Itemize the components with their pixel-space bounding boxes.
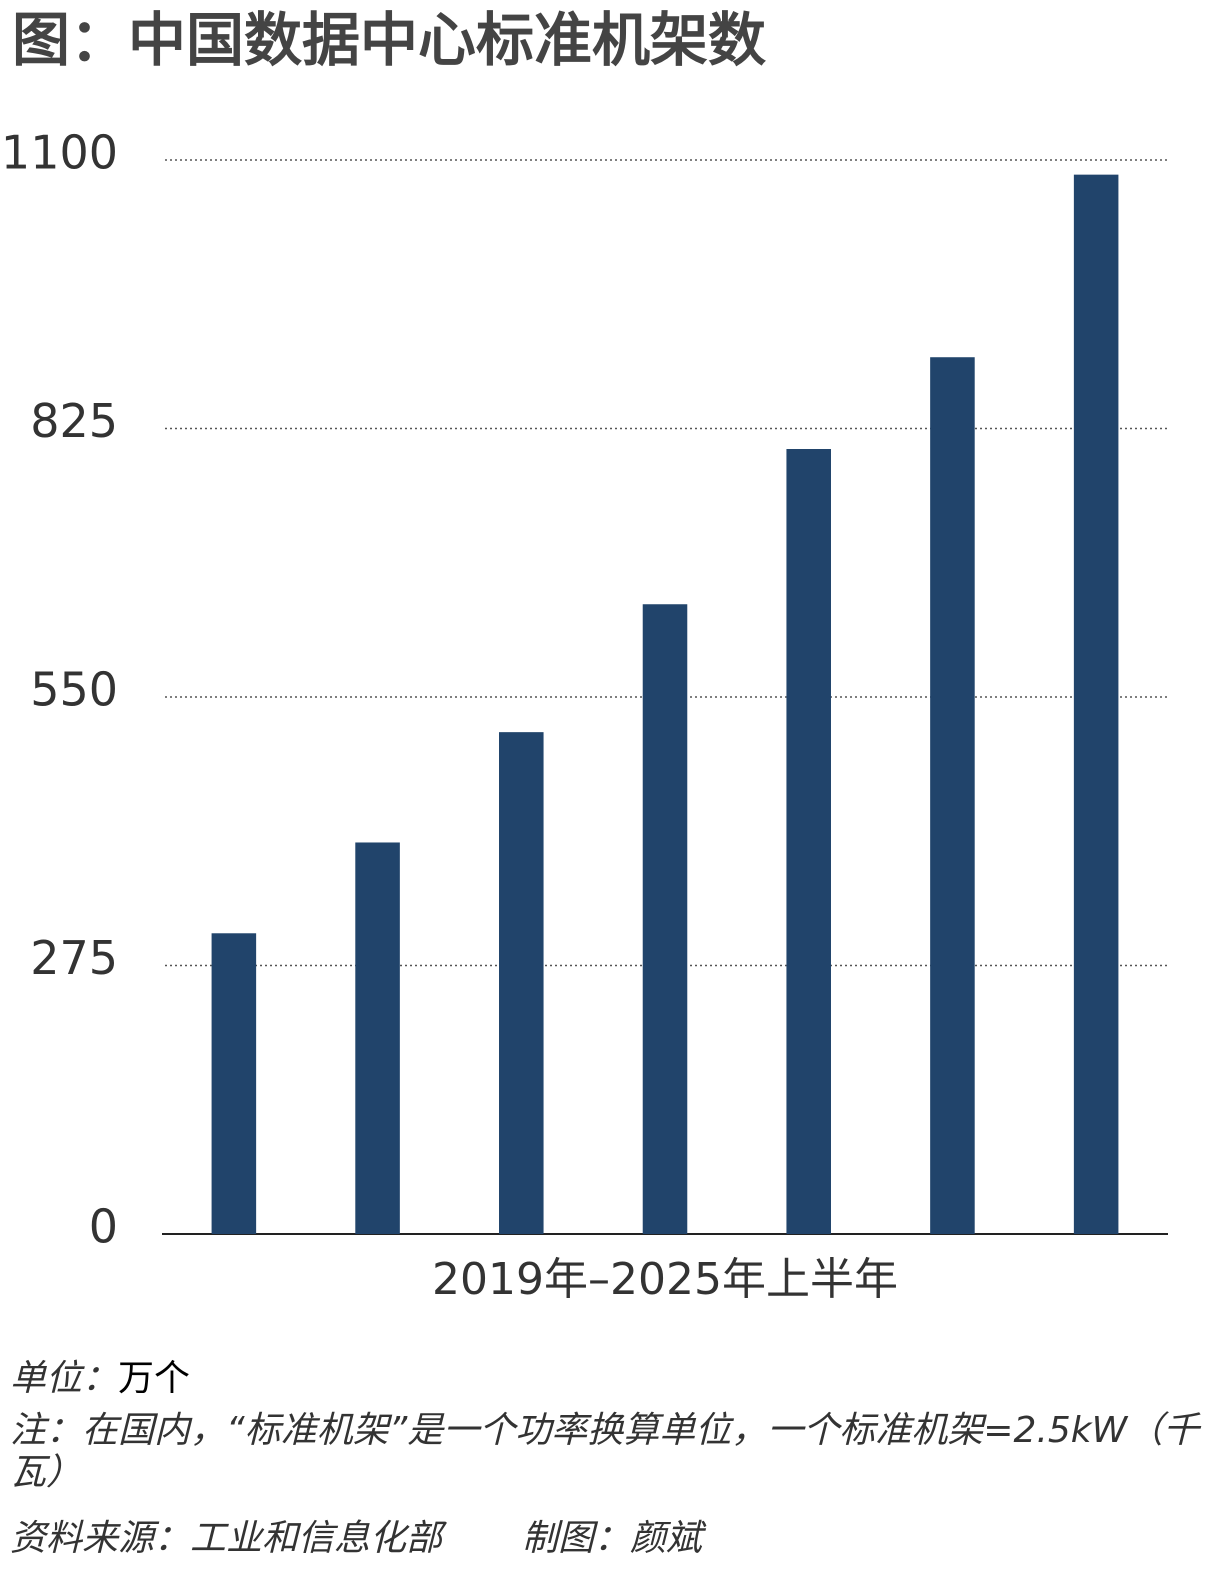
credit: 制图：颜斌 [522, 1518, 703, 1559]
y-tick-label: 550 [30, 663, 118, 717]
bar [1073, 174, 1119, 1234]
bar [211, 933, 257, 1234]
unit: 单位：万个 [10, 1358, 190, 1400]
source-text: 资料来源：工业和信息化部 [10, 1518, 443, 1559]
source: 资料来源：工业和信息化部 制图：颜斌 [10, 1518, 702, 1560]
y-tick-label: 275 [30, 931, 118, 985]
chart: 图：中国数据中心标准机架数 2019年–2025年上半年 0 275 550 825 1… [1, 6, 1168, 1305]
y-tick-label: 0 [89, 1200, 118, 1254]
unit-value: 万个 [118, 1358, 191, 1399]
y-tick-label: 1100 [1, 126, 118, 180]
bar [355, 842, 400, 1234]
bar [642, 604, 688, 1234]
note: 注：在国内，“标准机架”是一个功率换算单位，一个标准机架=2.5kW（千瓦） [10, 1410, 1200, 1493]
bar [499, 732, 544, 1234]
chart-title: 图：中国数据中心标准机架数 [12, 6, 766, 74]
unit-label: 单位： [10, 1358, 119, 1399]
y-tick-label: 825 [30, 394, 118, 448]
bar [786, 449, 831, 1234]
x-axis-label: 2019年–2025年上半年 [432, 1254, 898, 1305]
bar [930, 357, 975, 1234]
